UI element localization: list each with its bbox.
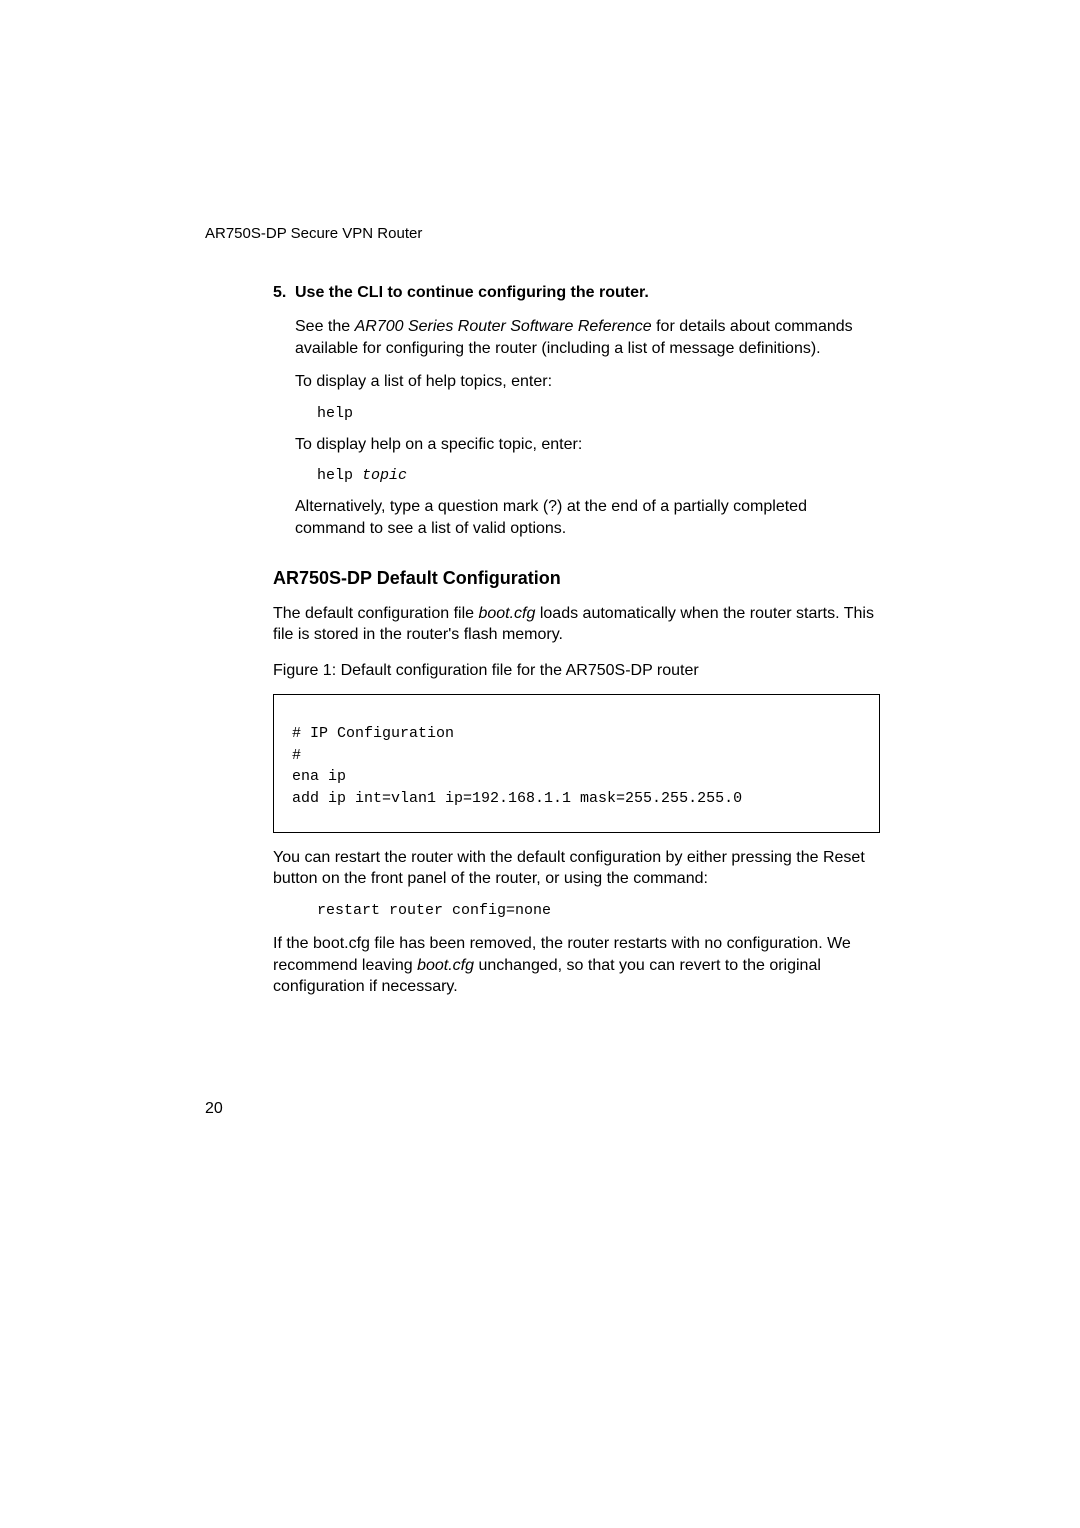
code-text: help: [317, 467, 362, 484]
text-italic: boot.cfg: [478, 605, 535, 622]
step-title: Use the CLI to continue configuring the …: [295, 284, 649, 301]
content-block: 5.Use the CLI to continue configuring th…: [273, 284, 880, 998]
code-restart: restart router config=none: [317, 902, 880, 919]
figure-caption: Figure 1: Default configuration file for…: [273, 662, 880, 680]
section-heading-default-config: AR750S-DP Default Configuration: [273, 568, 880, 589]
step-number: 5.: [273, 284, 295, 302]
text-italic: AR700 Series Router Software Reference: [355, 318, 652, 335]
code-italic: topic: [362, 467, 407, 484]
figure-box: # IP Configuration # ena ip add ip int=v…: [273, 694, 880, 833]
code-help: help: [317, 405, 880, 422]
code-help-topic: help topic: [317, 467, 880, 484]
step-para-3: To display help on a specific topic, ent…: [295, 434, 880, 456]
figure-code: # IP Configuration # ena ip add ip int=v…: [292, 723, 861, 810]
text-italic: boot.cfg: [417, 957, 474, 974]
section-para-2: You can restart the router with the defa…: [273, 847, 880, 890]
section-para-3: If the boot.cfg file has been removed, t…: [273, 933, 880, 998]
text-run: See the: [295, 318, 355, 335]
running-header: AR750S-DP Secure VPN Router: [205, 225, 880, 242]
step-para-1: See the AR700 Series Router Software Ref…: [295, 316, 880, 359]
step-heading: 5.Use the CLI to continue configuring th…: [273, 284, 880, 302]
step-para-2: To display a list of help topics, enter:: [295, 371, 880, 393]
text-run: The default configuration file: [273, 605, 478, 622]
document-page: AR750S-DP Secure VPN Router 5.Use the CL…: [0, 0, 1080, 1528]
page-number: 20: [205, 1100, 223, 1118]
step-para-4: Alternatively, type a question mark (?) …: [295, 496, 880, 539]
section-para-1: The default configuration file boot.cfg …: [273, 603, 880, 646]
